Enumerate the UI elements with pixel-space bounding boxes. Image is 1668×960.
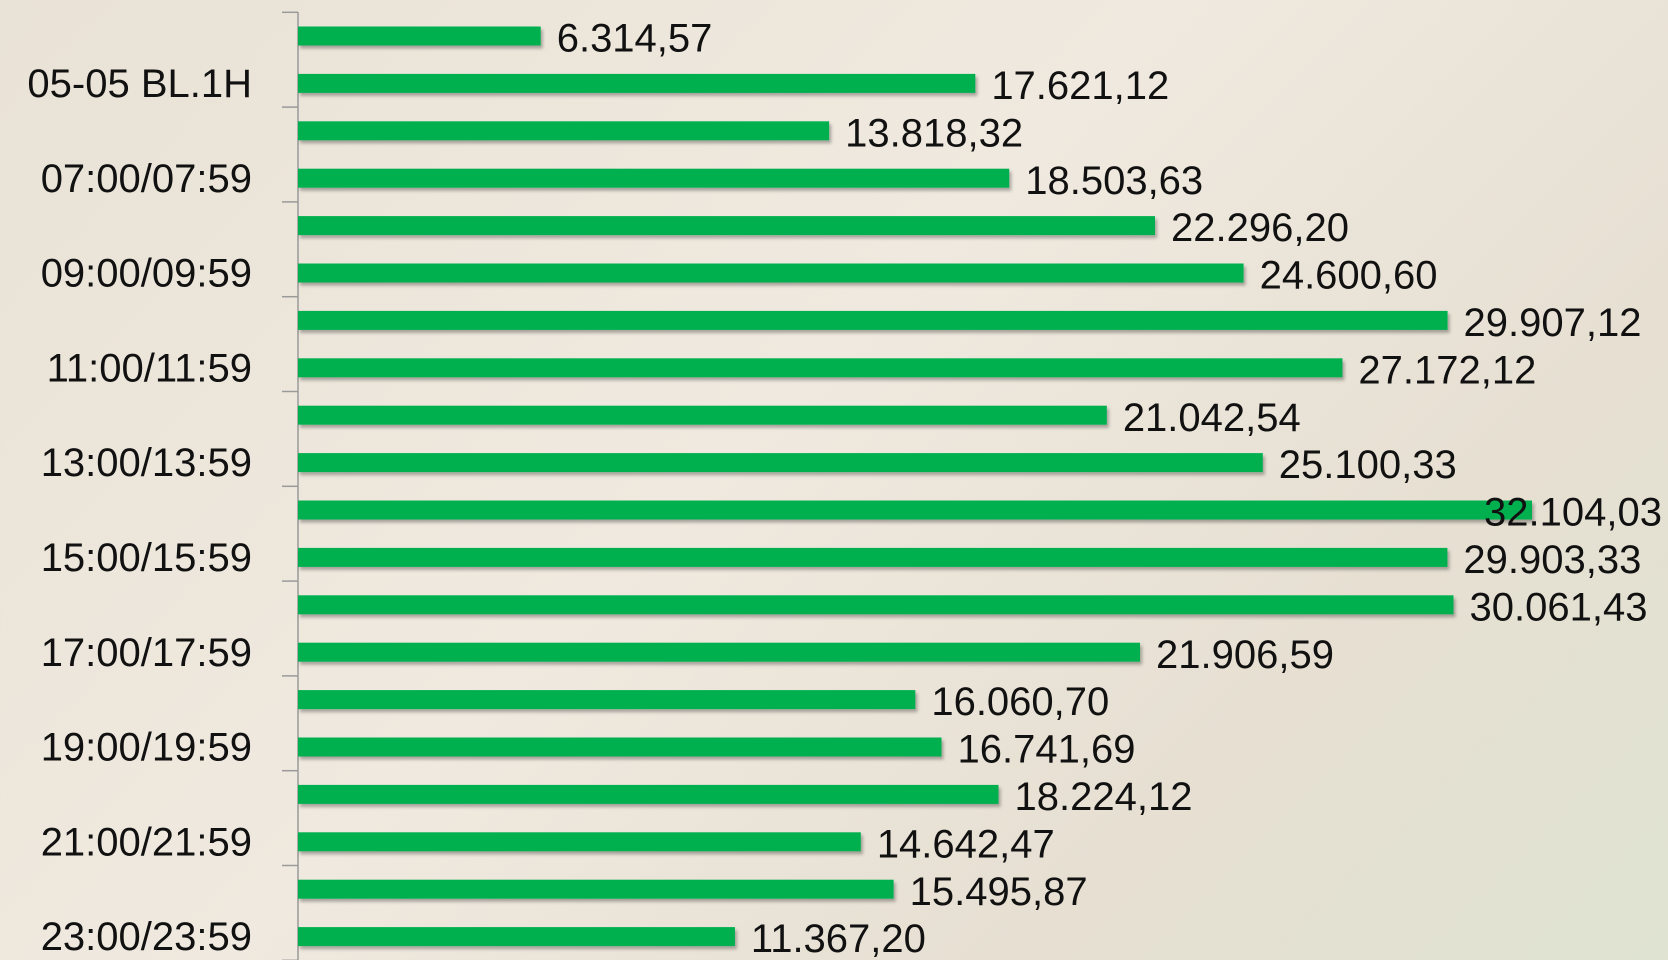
category-label: 09:00/09:59 bbox=[41, 252, 252, 296]
value-label: 14.642,47 bbox=[877, 822, 1055, 866]
value-label: 21.042,54 bbox=[1123, 396, 1301, 440]
bar bbox=[298, 785, 998, 804]
bar bbox=[298, 832, 861, 851]
bar bbox=[298, 690, 915, 709]
category-label: 13:00/13:59 bbox=[41, 441, 252, 485]
bar bbox=[298, 548, 1447, 567]
category-label: 17:00/17:59 bbox=[41, 631, 252, 675]
category-label: 11:00/11:59 bbox=[47, 346, 252, 390]
bar bbox=[298, 927, 735, 946]
bar bbox=[298, 453, 1263, 472]
value-label: 21.906,59 bbox=[1156, 633, 1334, 677]
value-label: 32.104,03 bbox=[1484, 491, 1662, 535]
bar bbox=[298, 880, 894, 899]
bar bbox=[298, 27, 541, 46]
bar bbox=[298, 74, 975, 93]
category-label: 07:00/07:59 bbox=[41, 157, 252, 201]
bar bbox=[298, 501, 1532, 520]
bar bbox=[298, 406, 1107, 425]
category-label: 21:00/21:59 bbox=[41, 820, 252, 864]
bar bbox=[298, 169, 1009, 188]
page: {"chart_data": {"type": "bar", "orientat… bbox=[0, 0, 1668, 960]
value-label: 30.061,43 bbox=[1469, 585, 1647, 629]
chart: 6.314,57 05-05 BL.1H 17.621,1213.818,32 07:… bbox=[0, 0, 1668, 960]
value-label: 17.621,12 bbox=[991, 64, 1169, 108]
bar bbox=[298, 595, 1453, 614]
bar bbox=[298, 216, 1155, 235]
value-label: 27.172,12 bbox=[1358, 348, 1536, 392]
bar bbox=[298, 311, 1448, 330]
value-label: 29.907,12 bbox=[1464, 301, 1642, 345]
value-label: 24.600,60 bbox=[1260, 254, 1438, 298]
value-label: 11.367,20 bbox=[751, 917, 926, 960]
value-label: 15.495,87 bbox=[910, 870, 1088, 914]
value-label: 16.741,69 bbox=[958, 728, 1136, 772]
value-label: 18.224,12 bbox=[1014, 775, 1192, 819]
bar bbox=[298, 738, 942, 757]
category-label: 19:00/19:59 bbox=[41, 726, 252, 770]
bar bbox=[298, 643, 1140, 662]
value-label: 25.100,33 bbox=[1279, 443, 1457, 487]
value-label: 18.503,63 bbox=[1025, 159, 1203, 203]
value-label: 6.314,57 bbox=[557, 17, 713, 61]
bar bbox=[298, 358, 1342, 377]
bar bbox=[298, 121, 829, 140]
value-label: 16.060,70 bbox=[931, 680, 1109, 724]
category-label: 05-05 BL.1H bbox=[27, 62, 252, 106]
value-label: 22.296,20 bbox=[1171, 206, 1349, 250]
value-label: 29.903,33 bbox=[1463, 538, 1641, 582]
bar bbox=[298, 264, 1244, 283]
category-label: 15:00/15:59 bbox=[41, 536, 252, 580]
value-label: 13.818,32 bbox=[845, 111, 1023, 155]
category-label: 23:00/23:59 bbox=[41, 915, 252, 959]
